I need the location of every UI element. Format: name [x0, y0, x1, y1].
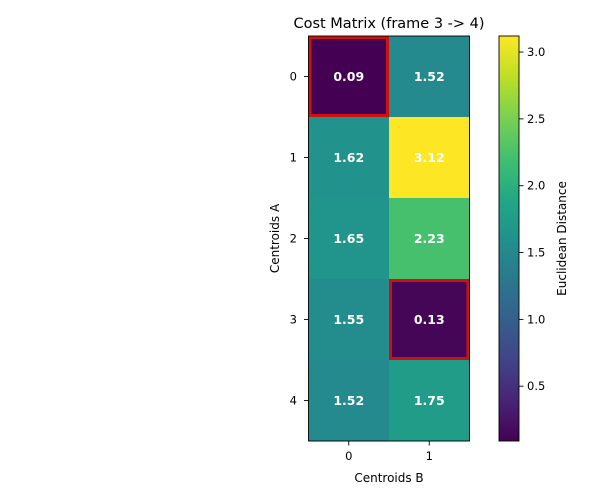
- colorbar-tick-label: 0.5: [527, 379, 545, 393]
- cell-value-labels: 0.09 1.52 1.62 3.12 1.65 2.23 1.55 0.13 1.52 1.75: [333, 69, 444, 408]
- y-tick-label: 1: [290, 151, 297, 165]
- y-tick-label: 2: [290, 232, 297, 246]
- x-tick-label: 0: [345, 449, 352, 463]
- heatmap-cell: [308, 360, 390, 442]
- colorbar-ticks: 0.5 1.0 1.5 2.0 2.5 3.0: [519, 45, 545, 393]
- cell-value-label: 1.65: [333, 231, 364, 246]
- heatmap-cells: [308, 36, 470, 442]
- colorbar-tick-label: 1.0: [527, 312, 545, 326]
- colorbar-label: Euclidean Distance: [555, 181, 569, 296]
- heatmap-cell: [389, 360, 470, 442]
- heatmap-cell: [389, 279, 470, 361]
- highlight-box: [308, 36, 389, 117]
- cell-value-label: 2.23: [414, 231, 445, 246]
- colorbar: [498, 35, 520, 442]
- colorbar-tick-label: 2.5: [527, 112, 545, 126]
- heatmap-cell: [389, 36, 470, 118]
- x-axis-label: Centroids B: [354, 471, 423, 485]
- cell-value-label: 1.55: [333, 312, 364, 327]
- y-tick-label: 3: [290, 313, 297, 327]
- cell-value-label: 3.12: [414, 150, 445, 165]
- cell-value-label: 0.13: [414, 312, 445, 327]
- heatmap-cell: [389, 117, 470, 199]
- heatmap-cell: [308, 36, 390, 118]
- heatmap-cell: [308, 117, 390, 199]
- colorbar-tick-label: 3.0: [527, 45, 545, 59]
- heatmap-cell: [308, 198, 390, 280]
- colorbar-tick-label: 2.0: [527, 179, 545, 193]
- y-axis-ticks: 0 1 2 3 4: [290, 70, 309, 408]
- cell-value-label: 1.52: [414, 69, 445, 84]
- x-tick-label: 1: [426, 449, 433, 463]
- heatmap-cell: [308, 279, 390, 361]
- colorbar-tick-label: 1.5: [527, 246, 545, 260]
- y-axis-label: Centroids A: [268, 203, 282, 273]
- cell-value-label: 0.09: [333, 69, 364, 84]
- y-tick-label: 4: [290, 394, 297, 408]
- heatmap-cell: [389, 198, 470, 280]
- highlight-box: [389, 279, 470, 360]
- cell-value-label: 1.75: [414, 393, 445, 408]
- highlight-boxes: [308, 36, 470, 360]
- cell-value-label: 1.62: [333, 150, 364, 165]
- y-tick-label: 0: [290, 70, 297, 84]
- chart-title: Cost Matrix (frame 3 -> 4): [293, 16, 484, 32]
- cell-value-label: 1.52: [333, 393, 364, 408]
